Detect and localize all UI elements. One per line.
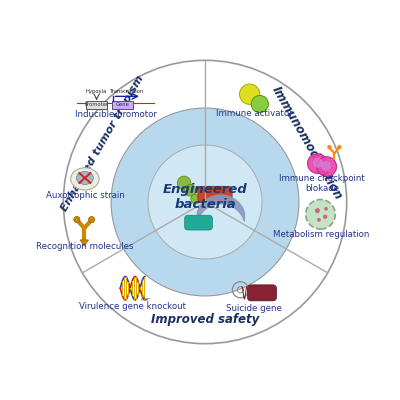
Circle shape — [324, 207, 328, 211]
Text: Promoter: Promoter — [84, 102, 108, 107]
Circle shape — [148, 145, 262, 259]
Text: Virulence gene knockout: Virulence gene knockout — [79, 302, 186, 312]
Text: Immune activator: Immune activator — [216, 109, 292, 118]
Text: Transcription: Transcription — [110, 88, 144, 94]
Circle shape — [184, 184, 196, 196]
Text: Metabolism regulation: Metabolism regulation — [273, 230, 370, 239]
FancyBboxPatch shape — [185, 215, 212, 230]
Text: Auxotrophic strain: Auxotrophic strain — [46, 191, 124, 200]
Circle shape — [327, 145, 332, 149]
FancyBboxPatch shape — [86, 101, 107, 109]
Polygon shape — [80, 240, 88, 246]
Text: Recognition molecules: Recognition molecules — [36, 242, 133, 251]
Text: ✂: ✂ — [139, 294, 151, 307]
Text: Engineered
bacteria: Engineered bacteria — [163, 183, 247, 211]
Circle shape — [111, 108, 299, 296]
Text: Suicide gene: Suicide gene — [226, 304, 282, 313]
FancyBboxPatch shape — [248, 285, 276, 301]
Text: Immunomodulation: Immunomodulation — [269, 84, 345, 202]
Text: Gene: Gene — [116, 102, 130, 107]
Circle shape — [321, 161, 331, 171]
Ellipse shape — [76, 172, 93, 184]
Circle shape — [317, 218, 321, 222]
Circle shape — [323, 215, 327, 219]
Text: Hypoxia: Hypoxia — [86, 88, 107, 94]
Circle shape — [88, 216, 95, 223]
Circle shape — [191, 194, 201, 204]
Circle shape — [317, 157, 336, 176]
Circle shape — [313, 158, 323, 168]
Text: Enhanced tumor tropism: Enhanced tumor tropism — [60, 73, 146, 213]
Text: Inducible promotor: Inducible promotor — [75, 110, 157, 119]
Circle shape — [74, 216, 80, 223]
Circle shape — [337, 145, 342, 149]
Circle shape — [177, 176, 191, 190]
Circle shape — [306, 200, 335, 229]
Circle shape — [251, 96, 268, 113]
Circle shape — [315, 208, 320, 213]
Circle shape — [240, 84, 260, 104]
Text: Immune checkpoint
blokade: Immune checkpoint blokade — [279, 174, 365, 193]
FancyBboxPatch shape — [112, 101, 133, 109]
Ellipse shape — [71, 168, 99, 190]
Circle shape — [63, 60, 347, 344]
Circle shape — [308, 154, 327, 173]
FancyBboxPatch shape — [198, 186, 232, 203]
Text: Improved safety: Improved safety — [151, 313, 259, 326]
